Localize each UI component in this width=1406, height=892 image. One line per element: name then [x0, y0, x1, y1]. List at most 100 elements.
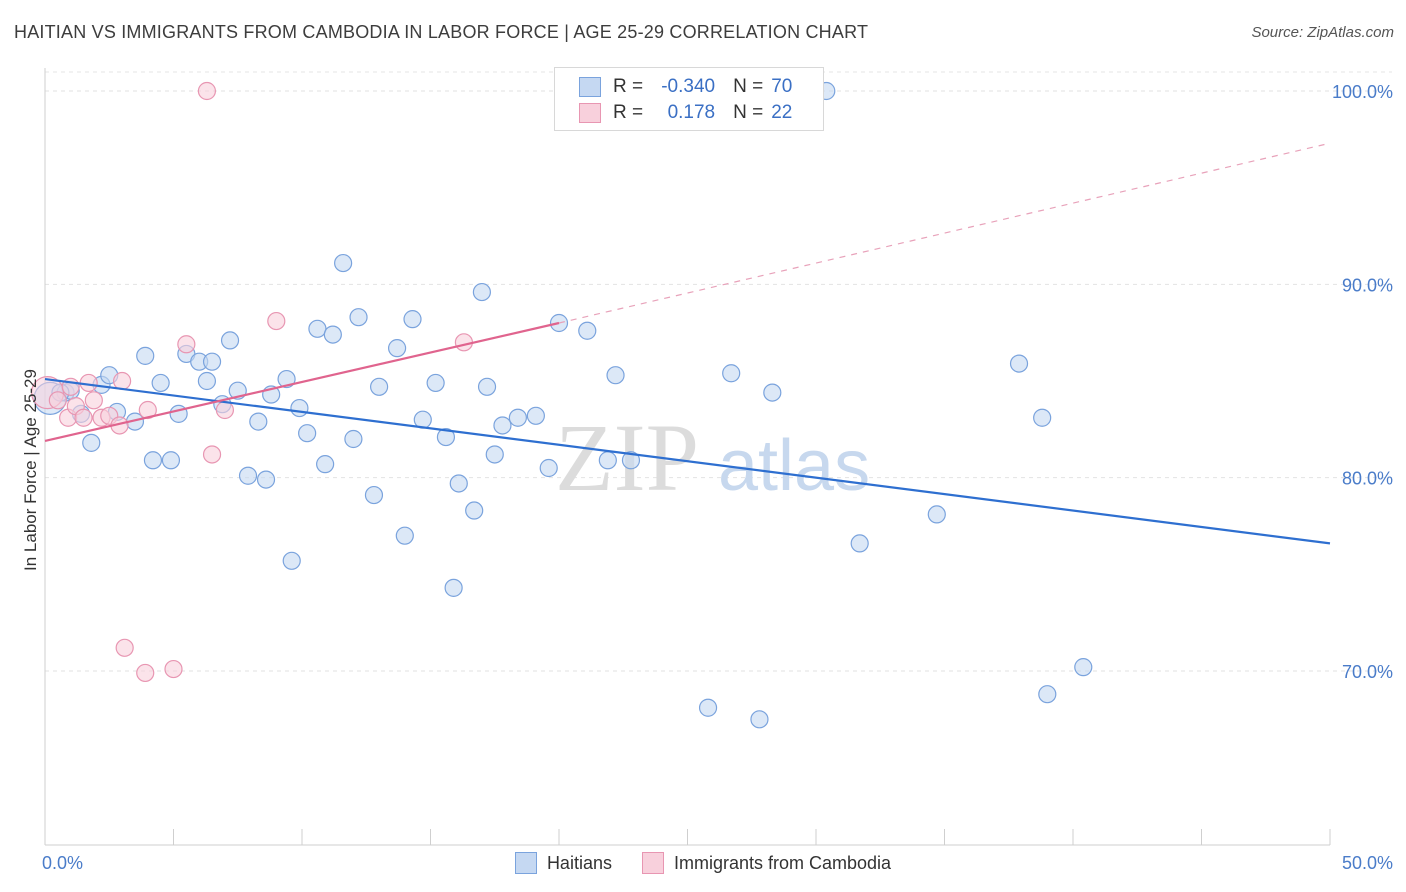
- haitian-point: [508, 408, 527, 427]
- haitian-point: [763, 383, 782, 402]
- axes: [44, 68, 1331, 846]
- cambodia-point: [177, 335, 196, 354]
- haitian-point: [282, 551, 301, 570]
- haitian-point: [621, 451, 641, 470]
- haitian-point: [403, 310, 422, 329]
- haitian-point: [698, 698, 718, 717]
- cambodia-point: [197, 81, 217, 101]
- legend-r-value: -0.340: [661, 76, 716, 97]
- cambodia-point: [112, 371, 132, 391]
- legend-n-value: 22: [771, 102, 793, 123]
- tick-labels: 100.0% 90.0% 80.0% 70.0% 0.0% 50.0%: [42, 82, 1393, 873]
- haitian-point: [298, 424, 317, 443]
- haitian-point: [82, 433, 101, 452]
- cambodia-point: [202, 445, 222, 464]
- trend-lines: [44, 142, 1331, 545]
- x-tick-label: 0.0%: [42, 853, 83, 873]
- legend-swatch-pink: [641, 852, 664, 874]
- y-tick-label: 100.0%: [1332, 82, 1393, 102]
- legend-item-haitians[interactable]: Haitians: [514, 852, 612, 874]
- y-tick-label: 80.0%: [1342, 469, 1393, 489]
- cambodia-point: [136, 663, 155, 683]
- haitian-point: [290, 398, 309, 418]
- legend-n-value: 70: [771, 76, 793, 97]
- haitian-point: [344, 429, 363, 449]
- haitian-point: [1074, 658, 1093, 677]
- legend-r-label: R =: [613, 76, 644, 97]
- haitian-point: [485, 445, 504, 464]
- haitian-point: [143, 451, 163, 470]
- haitian-point: [1009, 354, 1029, 373]
- cambodia-point: [74, 408, 93, 427]
- haitian-point: [493, 416, 512, 435]
- haitian-point: [578, 321, 597, 340]
- haitian-point: [436, 427, 456, 447]
- cambodia-trend-extension: [558, 142, 1331, 324]
- y-tick-label: 70.0%: [1342, 662, 1393, 682]
- legend-swatch-blue: [514, 852, 537, 874]
- haitian-point: [1033, 408, 1052, 427]
- legend-label-haitians: Haitians: [546, 852, 612, 873]
- haitian-point: [161, 451, 181, 470]
- haitian-point: [472, 282, 491, 302]
- legend-item-cambodia[interactable]: Immigrants from Cambodia: [641, 852, 892, 874]
- haitian-point: [349, 308, 368, 327]
- haitian-point: [606, 366, 625, 385]
- y-tick-label: 90.0%: [1342, 275, 1393, 295]
- legend-n-label: N =: [733, 102, 764, 123]
- series-legend: Haitians Immigrants from Cambodia: [0, 852, 1406, 874]
- haitian-trend-line: [44, 377, 1331, 545]
- haitian-point: [750, 710, 769, 729]
- x-tick-label: 50.0%: [1342, 853, 1393, 873]
- haitian-point: [316, 455, 335, 474]
- cambodia-point: [138, 400, 157, 420]
- haitian-point: [334, 253, 353, 273]
- correlation-legend: R = -0.340 N = 70 R = 0.178 N = 22: [554, 67, 824, 131]
- haitian-point: [308, 319, 327, 338]
- cambodia-trend-line: [44, 321, 560, 443]
- cambodia-point: [115, 638, 134, 657]
- haitian-point: [850, 534, 869, 553]
- haitian-point: [136, 346, 155, 365]
- haitian-point: [465, 501, 484, 520]
- haitian-point: [202, 352, 222, 371]
- cambodia-point: [215, 400, 234, 420]
- legend-r-value: 0.178: [667, 102, 716, 123]
- haitian-point: [722, 364, 741, 383]
- legend-swatch-pink: [579, 103, 601, 123]
- haitian-point: [927, 505, 946, 524]
- grid-lines: [45, 71, 1392, 672]
- haitian-point: [151, 373, 170, 393]
- cambodia-point: [48, 391, 67, 410]
- haitian-point: [364, 485, 384, 505]
- cambodia-point: [267, 311, 286, 331]
- legend-n-label: N =: [733, 76, 764, 97]
- cambodia-point: [84, 391, 103, 410]
- data-points: [30, 81, 1093, 729]
- cambodia-point: [164, 659, 183, 679]
- haitian-point: [426, 373, 445, 393]
- haitian-point: [197, 371, 217, 391]
- haitian-point: [323, 325, 342, 344]
- legend-r-label: R =: [613, 102, 644, 123]
- haitian-point: [449, 474, 468, 493]
- watermark-atlas: atlas: [718, 426, 870, 506]
- haitian-point: [598, 451, 617, 470]
- haitian-point: [395, 526, 414, 545]
- haitian-point: [277, 369, 296, 389]
- legend-label-cambodia: Immigrants from Cambodia: [673, 852, 892, 873]
- haitian-point: [370, 377, 389, 396]
- legend-row-cambodia: R = 0.178 N = 22: [579, 100, 792, 126]
- haitian-point: [444, 578, 463, 597]
- haitian-point: [526, 406, 545, 425]
- haitian-point: [387, 339, 407, 358]
- legend-swatch-blue: [579, 77, 601, 97]
- haitian-point: [249, 412, 268, 431]
- y-axis-label: In Labor Force | Age 25-29: [21, 369, 40, 571]
- haitian-point: [1038, 685, 1057, 704]
- haitian-point: [238, 466, 258, 485]
- haitian-point: [539, 458, 558, 478]
- haitian-point: [477, 377, 497, 396]
- haitian-point: [256, 470, 276, 489]
